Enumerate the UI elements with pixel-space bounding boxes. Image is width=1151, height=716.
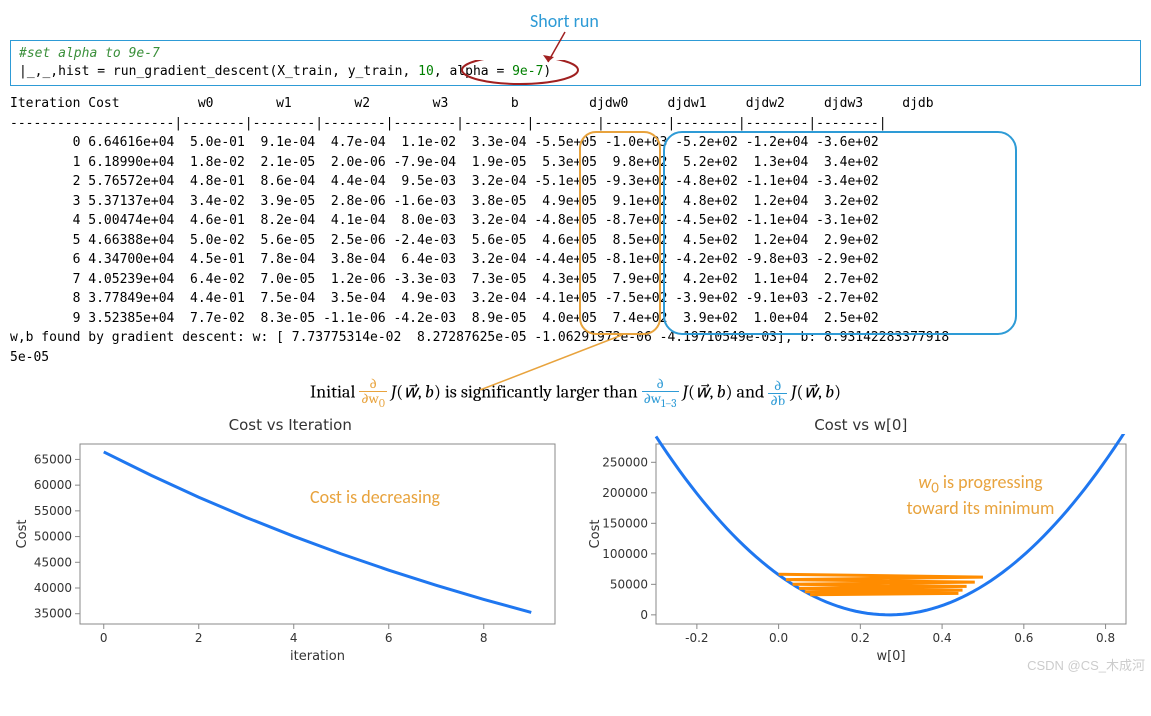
svg-text:0: 0: [100, 631, 108, 645]
short-run-label: Short run: [530, 10, 599, 32]
svg-text:0: 0: [640, 608, 648, 622]
chart1-overlay: Cost is decreasing: [310, 486, 440, 508]
svg-text:0.2: 0.2: [850, 631, 869, 645]
code-iters: 10: [418, 64, 434, 79]
svg-text:4: 4: [290, 631, 298, 645]
svg-text:65000: 65000: [34, 452, 72, 466]
svg-text:Cost: Cost: [588, 519, 603, 548]
chart2-overlay: w0 is progressing toward its minimum: [871, 471, 1091, 520]
output-block: Iteration Cost w0 w1 w2 w3 b djdw0 djdw1…: [10, 94, 1141, 367]
code-comment: #set alpha to 9e-7: [19, 46, 160, 61]
watermark: CSDN @CS_木成河: [1027, 655, 1145, 674]
svg-text:iteration: iteration: [290, 649, 345, 664]
svg-text:150000: 150000: [602, 516, 648, 530]
svg-text:0.0: 0.0: [769, 631, 788, 645]
charts-row: Cost vs Iteration 3500040000450005000055…: [10, 416, 1141, 668]
svg-text:-0.2: -0.2: [685, 631, 708, 645]
svg-text:200000: 200000: [602, 486, 648, 500]
svg-text:50000: 50000: [609, 577, 647, 591]
chart-cost-vs-w0: Cost vs w[0] 050000100000150000200000250…: [581, 416, 1142, 668]
svg-text:40000: 40000: [34, 581, 72, 595]
code-close: ): [543, 64, 551, 79]
svg-text:w[0]: w[0]: [876, 649, 905, 664]
svg-text:0.8: 0.8: [1096, 631, 1115, 645]
svg-text:2: 2: [195, 631, 203, 645]
svg-text:35000: 35000: [34, 607, 72, 621]
svg-text:100000: 100000: [602, 547, 648, 561]
math-sentence: Initial ∂∂w0 J(w⃗, b) is significantly l…: [10, 377, 1141, 409]
code-pre: |_,_,hist = run_gradient_descent(X_train…: [19, 64, 418, 79]
svg-text:45000: 45000: [34, 555, 72, 569]
svg-text:60000: 60000: [34, 478, 72, 492]
svg-text:Cost: Cost: [15, 519, 30, 548]
svg-text:55000: 55000: [34, 504, 72, 518]
svg-text:0.6: 0.6: [1014, 631, 1033, 645]
svg-text:0.4: 0.4: [932, 631, 951, 645]
svg-text:8: 8: [480, 631, 488, 645]
code-val: 9e-7: [504, 64, 543, 79]
chart-cost-vs-iteration: Cost vs Iteration 3500040000450005000055…: [10, 416, 571, 668]
code-mid: , alpha: [434, 64, 497, 79]
code-cell: #set alpha to 9e-7 |_,_,hist = run_gradi…: [10, 40, 1141, 86]
svg-text:250000: 250000: [602, 455, 648, 469]
svg-text:6: 6: [385, 631, 393, 645]
svg-text:50000: 50000: [34, 529, 72, 543]
